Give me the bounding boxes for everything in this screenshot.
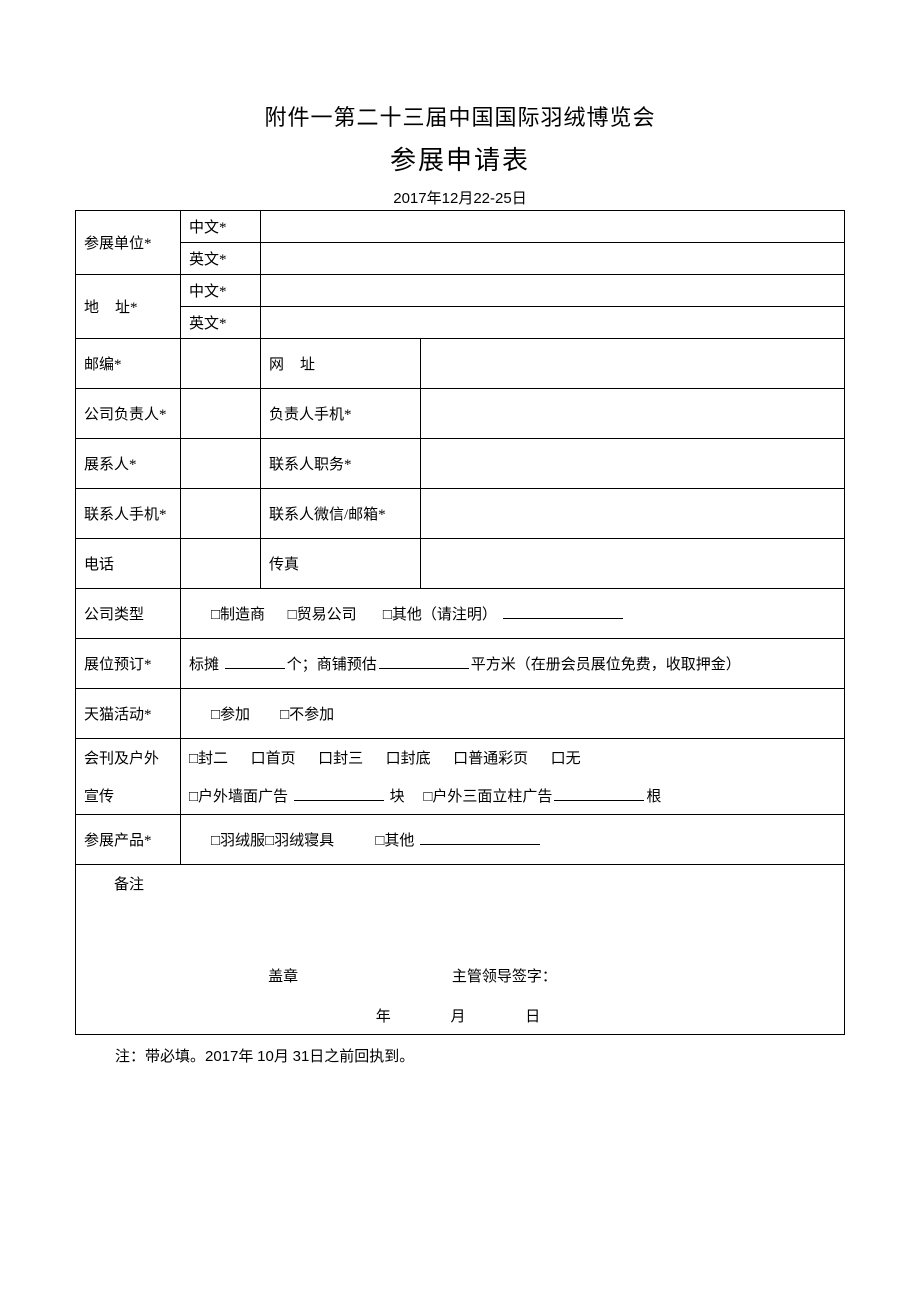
checkbox-tmall-no[interactable]: □不参加 [280, 707, 334, 723]
input-wall-ad-count[interactable] [294, 786, 384, 801]
input-address-cn[interactable] [261, 275, 845, 307]
date-month-cn: 月 [458, 191, 473, 207]
input-contact-wechat[interactable] [421, 489, 845, 539]
label-head-mobile: 负责人手机* [261, 389, 421, 439]
date-year: 2017 [393, 190, 426, 207]
footnote-t2: 月 [274, 1049, 289, 1065]
label-exhibitor-en: 英文* [181, 243, 261, 275]
input-contact-title[interactable] [421, 439, 845, 489]
label-pub-line1: 会刊及户外 [76, 739, 181, 777]
label-postcode: 邮编* [76, 339, 181, 389]
cell-company-type[interactable]: □制造商 □贸易公司 □其他（请注明） [181, 589, 845, 639]
input-head-mobile[interactable] [421, 389, 845, 439]
signature-cell: 备注 盖章 主管领导签字： 年 月 日 [76, 865, 845, 1035]
footnote-day: 31 [293, 1048, 310, 1065]
date-month: 12 [442, 190, 459, 207]
label-address-cn: 中文* [181, 275, 261, 307]
footnote-t1: 年 [238, 1049, 253, 1065]
input-booth-count[interactable] [225, 654, 285, 669]
date-year-cn: 年 [427, 191, 442, 207]
footnote-year: 2017 [205, 1048, 238, 1065]
input-pillar-ad-count[interactable] [554, 786, 644, 801]
checkbox-other-type[interactable]: □其他（请注明） [383, 607, 497, 623]
label-fax: 传真 [261, 539, 421, 589]
cell-tmall[interactable]: □参加 □不参加 [181, 689, 845, 739]
checkbox-pillar-ad[interactable]: □户外三面立柱广告 [423, 789, 552, 805]
checkbox-manufacturer[interactable]: □制造商 [211, 607, 265, 623]
footnote-pre: 注：带必填。 [115, 1049, 205, 1065]
label-signature: 主管领导签字： [452, 965, 652, 986]
label-contact-mobile: 联系人手机* [76, 489, 181, 539]
label-address-pre: 地 [84, 300, 115, 316]
label-booth: 展位预订* [76, 639, 181, 689]
label-address: 地址* [76, 275, 181, 339]
date-range: 22-25 [473, 190, 511, 207]
cell-products[interactable]: □羽绒服□羽绒寝具 □其他 [181, 815, 845, 865]
input-company-head[interactable] [181, 389, 261, 439]
input-contact[interactable] [181, 439, 261, 489]
input-exhibitor-en[interactable] [261, 243, 845, 275]
cell-booth[interactable]: 标摊 个；商铺预估 平方米（在册会员展位免费，收取押金） [181, 639, 845, 689]
input-phone[interactable] [181, 539, 261, 589]
booth-mid2: 平方米（在册会员展位免费，收取押金） [471, 657, 741, 673]
cell-pub-line1[interactable]: □封二 口首页 口封三 口封底 口普通彩页 口无 [181, 739, 845, 777]
label-day: 日 [525, 1005, 544, 1026]
footnote-month: 10 [257, 1048, 274, 1065]
label-exhibitor-cn: 中文* [181, 211, 261, 243]
label-contact-wechat: 联系人微信/邮箱* [261, 489, 421, 539]
checkbox-front[interactable]: 口首页 [251, 751, 296, 767]
date-day-cn: 日 [512, 191, 527, 207]
booth-pre: 标摊 [189, 657, 219, 673]
checkbox-back[interactable]: 口封底 [386, 751, 431, 767]
label-pub-line2: 宣传 [76, 777, 181, 815]
signature-line: 盖章 主管领导签字： [84, 965, 836, 986]
label-remark: 备注 [114, 873, 144, 894]
label-contact-title: 联系人职务* [261, 439, 421, 489]
label-address-en: 英文* [181, 307, 261, 339]
checkbox-tmall-yes[interactable]: □参加 [211, 707, 250, 723]
label-stamp: 盖章 [268, 965, 448, 986]
label-year: 年 [376, 1005, 395, 1026]
pub-pillar-end: 根 [646, 789, 661, 805]
label-tmall: 天猫活动* [76, 689, 181, 739]
label-company-type: 公司类型 [76, 589, 181, 639]
label-website: 网址 [261, 339, 421, 389]
attachment-title: 附件一第二十三届中国国际羽绒博览会 [75, 100, 845, 132]
checkbox-trading[interactable]: □贸易公司 [288, 607, 357, 623]
input-postcode[interactable] [181, 339, 261, 389]
input-website[interactable] [421, 339, 845, 389]
form-title: 参展申请表 [75, 140, 845, 177]
label-website-pre: 网 [269, 357, 300, 373]
checkbox-color-page[interactable]: 口普通彩页 [453, 751, 528, 767]
checkbox-cover2[interactable]: □封二 [189, 751, 228, 767]
cell-pub-line2[interactable]: □户外墙面广告 块 □户外三面立柱广告 根 [181, 777, 845, 815]
date-line: 年 月 日 [84, 1005, 836, 1026]
input-booth-area[interactable] [379, 654, 469, 669]
footnote: 注：带必填。2017年 10月 31日之前回执到。 [75, 1045, 845, 1066]
label-contact: 展系人* [76, 439, 181, 489]
checkbox-down-products[interactable]: □羽绒服□羽绒寝具 [211, 833, 334, 849]
checkbox-other-product[interactable]: □其他 [375, 833, 414, 849]
input-fax[interactable] [421, 539, 845, 589]
input-other-type[interactable] [503, 604, 623, 619]
label-month: 月 [450, 1005, 469, 1026]
input-exhibitor-cn[interactable] [261, 211, 845, 243]
label-website-post: 址 [300, 357, 315, 373]
booth-mid1: 个；商铺预估 [287, 657, 377, 673]
checkbox-cover3[interactable]: 口封三 [318, 751, 363, 767]
input-address-en[interactable] [261, 307, 845, 339]
label-exhibitor: 参展单位* [76, 211, 181, 275]
label-address-post: 址* [115, 300, 138, 316]
input-other-product[interactable] [420, 830, 540, 845]
application-form-table: 参展单位* 中文* 英文* 地址* 中文* 英文* 邮编* 网址 公司负责人* … [75, 210, 845, 1035]
footnote-t3: 日之前回执到。 [309, 1049, 414, 1065]
pub-wall-mid: 块 [390, 789, 405, 805]
checkbox-none[interactable]: 口无 [551, 751, 581, 767]
input-contact-mobile[interactable] [181, 489, 261, 539]
label-company-head: 公司负责人* [76, 389, 181, 439]
label-products: 参展产品* [76, 815, 181, 865]
label-phone: 电话 [76, 539, 181, 589]
checkbox-wall-ad[interactable]: □户外墙面广告 [189, 789, 288, 805]
event-date: 2017年12月22-25日 [75, 187, 845, 208]
